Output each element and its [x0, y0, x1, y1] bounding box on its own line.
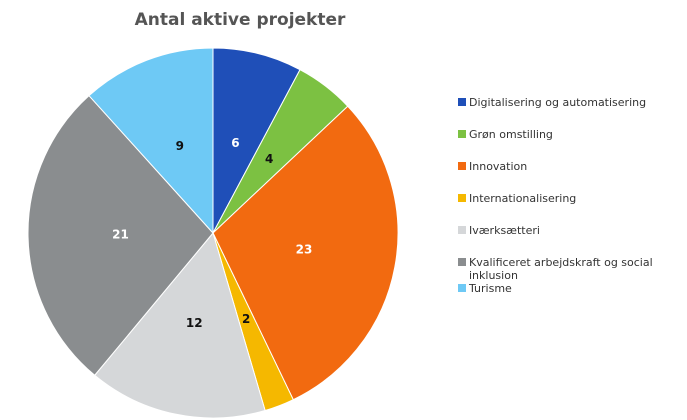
legend-item: Digitalisering og automatisering [458, 96, 683, 109]
legend-label: Turisme [469, 282, 512, 295]
legend-item: Kvalificeret arbejdskraft og social inkl… [458, 256, 683, 282]
data-label: 4 [265, 152, 273, 166]
legend-swatch [458, 162, 466, 170]
data-label: 9 [176, 139, 184, 153]
pie-slice [94, 231, 266, 419]
legend-item: Innovation [458, 160, 683, 173]
legend-item: Turisme [458, 282, 683, 295]
legend-swatch [458, 284, 466, 292]
legend-item: Internationalisering [458, 192, 683, 205]
legend-swatch [458, 226, 466, 234]
legend-label: Digitalisering og automatisering [469, 96, 647, 109]
legend-label: Internationalisering [469, 192, 577, 205]
legend-swatch [458, 98, 466, 106]
legend: Digitalisering og automatisering Grøn oms… [458, 96, 683, 314]
legend-swatch [458, 130, 466, 138]
data-label: 2 [242, 312, 250, 326]
data-label: 21 [112, 227, 129, 241]
legend-swatch [458, 258, 466, 266]
data-label: 6 [231, 136, 239, 150]
pie-slice [27, 94, 214, 376]
chart-title: Antal aktive projekter [135, 10, 346, 30]
data-label: 12 [186, 316, 203, 330]
data-label: 23 [296, 242, 313, 256]
legend-item: Iværksætteri [458, 224, 683, 237]
legend-swatch [458, 194, 466, 202]
pie-slice [88, 47, 214, 235]
legend-label: Iværksætteri [469, 224, 540, 237]
legend-label: Kvalificeret arbejdskraft og social inkl… [469, 256, 653, 282]
pie-slice [212, 105, 399, 401]
legend-label: Grøn omstilling [469, 128, 553, 141]
legend-label: Innovation [469, 160, 528, 173]
legend-item: Grøn omstilling [458, 128, 683, 141]
